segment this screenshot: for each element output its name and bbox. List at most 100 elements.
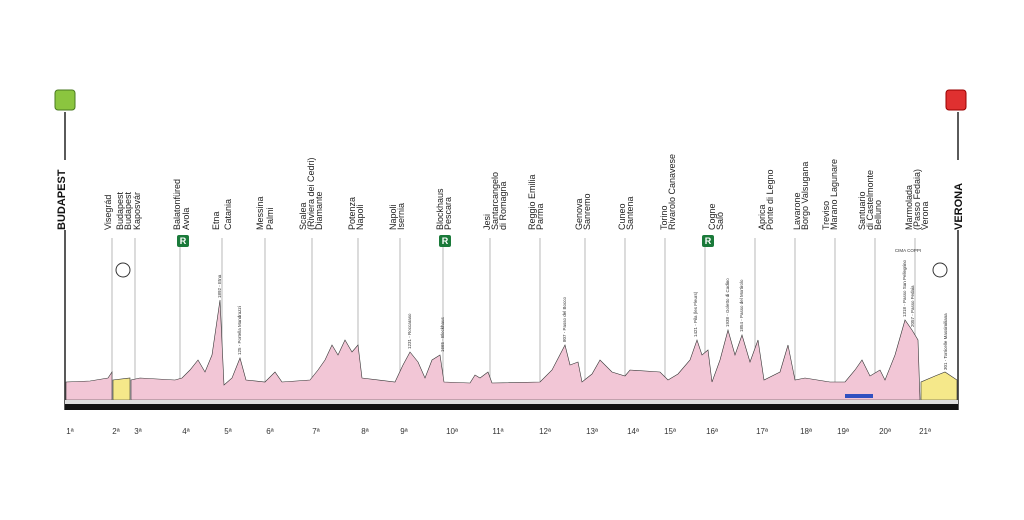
city-label-group: Messina [255, 196, 265, 230]
city-label: Reggio Emilia [527, 174, 537, 230]
stage-label: 1ª [66, 427, 73, 436]
stage-label: 17ª [756, 427, 768, 436]
city-label-group: Treviso [821, 201, 831, 230]
city-label-group: Napoli [388, 204, 398, 230]
rest-day-label: R [180, 236, 187, 246]
finish-city: VERONA [953, 183, 965, 230]
city-label-group: Ponte di Legno [765, 169, 775, 230]
city-label: Parma [535, 203, 545, 230]
rest-day-badge [439, 235, 451, 247]
city-label: Scalea [298, 202, 308, 230]
stage-label: 14ª [627, 427, 639, 436]
stage-label: 20ª [879, 427, 891, 436]
city-label: Avola [181, 208, 191, 230]
city-label: Pescara [443, 197, 453, 230]
city-label-group: Sanremo [582, 193, 592, 230]
city-label: di Romagna [498, 181, 508, 230]
finish-icon [945, 89, 967, 111]
start-city: BUDAPEST [56, 169, 68, 230]
city-label: Treviso [821, 201, 831, 230]
city-label-group: Pescara [443, 197, 453, 230]
city-label-group: Catania [223, 199, 233, 230]
city-label-group: (Passo Fedaia) [912, 169, 922, 230]
stage-label: 4ª [182, 427, 189, 436]
stage-label: 8ª [361, 427, 368, 436]
climb-label: 301 - Torricelle Massimiliana [943, 313, 948, 370]
rest-day-label: R [442, 236, 449, 246]
stage-label: 5ª [224, 427, 231, 436]
climb-label-group: 1938 - Goletto di Cadino [725, 278, 730, 327]
stage-label: 11ª [492, 427, 503, 436]
city-label-group: Parma [535, 203, 545, 230]
climb-label: 1231 - Roccaraso [407, 313, 412, 349]
city-label: Rivarolo Canavese [667, 154, 677, 230]
city-label-group: Cogne [707, 203, 717, 230]
city-label: (Passo Fedaia) [912, 169, 922, 230]
ferry [845, 394, 873, 398]
city-label-group: Aprica [757, 204, 767, 230]
city-label: di Castelmonte [865, 170, 875, 230]
city-label: Cuneo [617, 203, 627, 230]
city-label: Budapest [115, 191, 125, 230]
city-label-group: Diamante [314, 191, 324, 230]
summit-label: CIMA COPPI [895, 248, 921, 253]
city-label-group: Visegrád [103, 195, 113, 230]
city-label-group: Jesi [482, 214, 492, 230]
profile [65, 371, 113, 401]
city-label-group: Blockhaus [435, 188, 445, 230]
base-bar [65, 404, 958, 410]
clock-icon [932, 262, 948, 278]
city-label-group: (Riviera dei Cedri) [306, 157, 316, 230]
stage-label: 7ª [312, 427, 319, 436]
climb-label-group: 125 - Portella Mandrazzi [237, 306, 242, 355]
city-label: Marmolada [904, 185, 914, 230]
city-label-group: Borgo Valsugana [800, 162, 810, 230]
climb-label-group: 1421 - Pila (les Fleurs) [693, 291, 698, 337]
climb-label: 1892 - Etna [217, 274, 222, 298]
climb-label: 1665 - Blockhaus [440, 316, 445, 352]
city-label-group: Isernia [396, 203, 406, 230]
profile-tt [112, 377, 131, 401]
city-label: Budapest [123, 191, 133, 230]
city-label: Sanremo [582, 193, 592, 230]
city-label-group: Etna [211, 211, 221, 230]
city-label-group: Lavarone [792, 192, 802, 230]
city-label: Isernia [396, 203, 406, 230]
stage-label: 2ª [112, 427, 119, 436]
city-label: Verona [920, 201, 930, 230]
city-label-group: Budapest [115, 191, 125, 230]
city-label-group: Santarcangelo [490, 172, 500, 230]
stage-label: 9ª [400, 427, 407, 436]
climb-label-group: 2057 - Passo Fedaia [910, 285, 915, 327]
city-label-group: Cuneo [617, 203, 627, 230]
climb-label: 1318 - Passo San Pellegrino [902, 259, 907, 317]
city-label: Napoli [388, 204, 398, 230]
city-label: Kaposvár [132, 192, 142, 230]
city-label: Messina [255, 196, 265, 230]
city-label-group: Kaposvár [132, 192, 142, 230]
stage-label: 21ª [919, 427, 931, 436]
city-label: Lavarone [792, 192, 802, 230]
city-label: Etna [211, 211, 221, 230]
city-label-group: Salò [715, 212, 725, 230]
city-label-group: Santuario [857, 191, 867, 230]
stage-label: 13ª [586, 427, 598, 436]
climb-label: 807 - Passo del Bocco [562, 296, 567, 342]
climb-label-group: 807 - Passo del Bocco [562, 296, 567, 342]
climb-label: 1854 - Passo del Mortirolo [739, 279, 744, 332]
city-label-group: Torino [659, 205, 669, 230]
stage-label: 16ª [706, 427, 718, 436]
city-label: Santena [625, 196, 635, 230]
city-label: Marano Lagunare [829, 159, 839, 230]
profile-tt [920, 371, 958, 401]
climb-label: 1421 - Pila (les Fleurs) [693, 291, 698, 337]
city-label-group: Balatonfüred [172, 179, 182, 230]
stage-label: 10ª [446, 427, 458, 436]
city-label: Blockhaus [435, 188, 445, 230]
stage-label: 12ª [539, 427, 551, 436]
city-label: Santuario [857, 191, 867, 230]
city-label: Palmi [265, 207, 275, 230]
city-label: Napoli [355, 204, 365, 230]
city-label-group: Belluno [873, 200, 883, 230]
